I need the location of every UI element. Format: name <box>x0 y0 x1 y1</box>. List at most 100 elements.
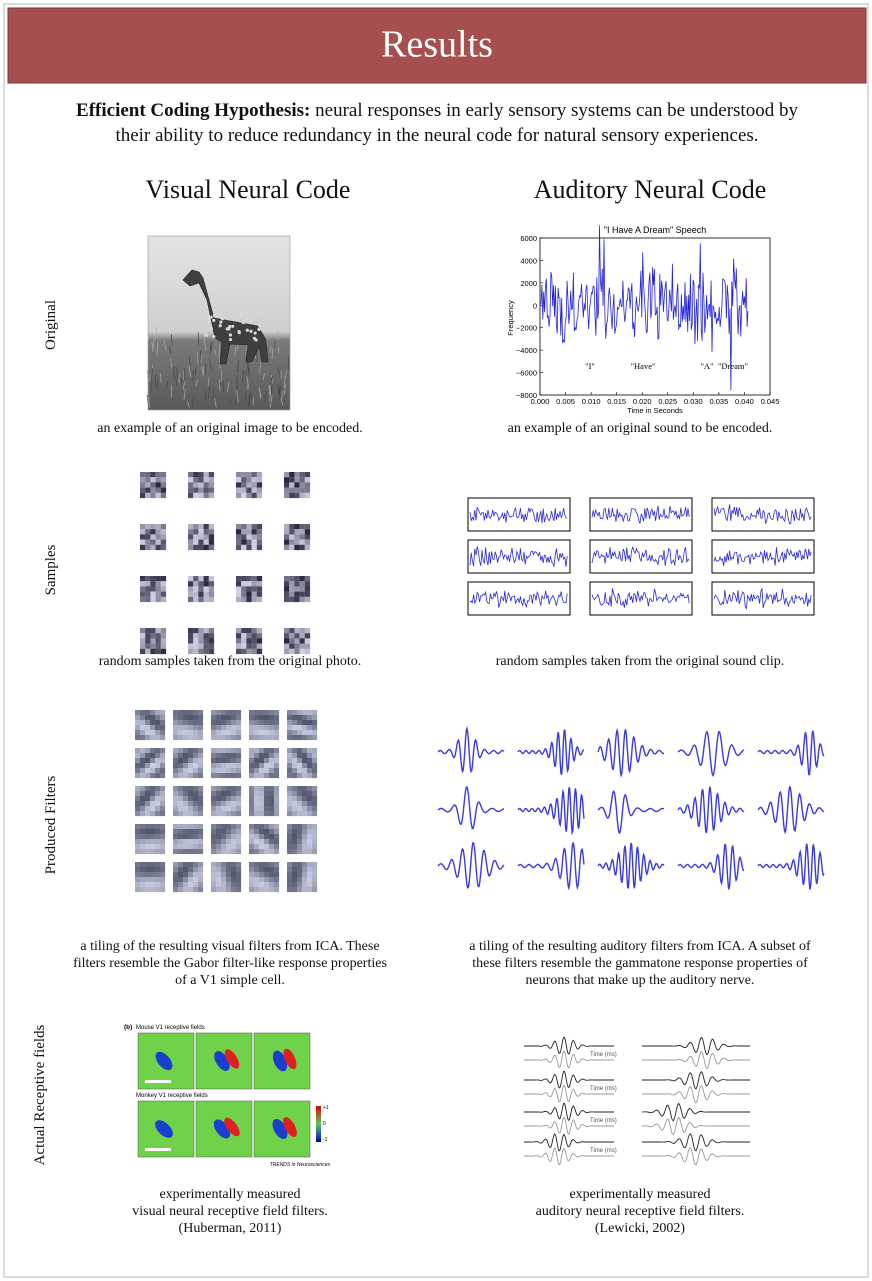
sample-pixel <box>252 488 257 493</box>
giraffe-spot <box>206 317 209 320</box>
sample-pixel <box>198 638 203 643</box>
filter-pixel <box>173 882 178 887</box>
filter-pixel <box>216 862 221 867</box>
filter-pixel <box>216 735 221 740</box>
sample-pixel <box>300 493 305 498</box>
filter-pixel <box>259 725 264 730</box>
filter-pixel <box>292 773 297 778</box>
filter-pixel <box>188 849 193 854</box>
filter-pixel <box>160 867 165 872</box>
filter-pixel <box>155 791 160 796</box>
sample-pixel <box>289 493 294 498</box>
sample-pixel <box>300 534 305 539</box>
sample-pixel <box>294 586 299 591</box>
filter-pixel <box>173 844 178 849</box>
sample-pixel <box>246 545 251 550</box>
filter-pixel <box>297 715 302 720</box>
giraffe-spot <box>213 314 216 317</box>
filter-pixel <box>297 867 302 872</box>
filter-pixel <box>211 849 216 854</box>
filter-pixel <box>173 872 178 877</box>
sample-pixel <box>246 628 251 633</box>
filter-pixel <box>211 887 216 892</box>
filter-pixel <box>193 872 198 877</box>
caption: experimentally measured <box>159 1187 300 1202</box>
sample-pixel <box>236 586 241 591</box>
filter-pixel <box>160 872 165 877</box>
filter-pixel <box>292 748 297 753</box>
sample-pixel <box>161 581 166 586</box>
sample-pixel <box>284 649 289 654</box>
sample-pixel <box>252 628 257 633</box>
filter-pixel <box>183 730 188 735</box>
filter-pixel <box>269 811 274 816</box>
filter-pixel <box>269 796 274 801</box>
sample-pixel <box>294 477 299 482</box>
filter-pixel <box>307 834 312 839</box>
filter-pixel <box>259 758 264 763</box>
filter-pixel <box>307 720 312 725</box>
filter-pixel <box>274 849 279 854</box>
sample-pixel <box>198 633 203 638</box>
sample-pixel <box>150 493 155 498</box>
filter-pixel <box>249 748 254 753</box>
sample-pixel <box>257 633 262 638</box>
filter-pixel <box>312 844 317 849</box>
sample-pixel <box>188 472 193 477</box>
filter-pixel <box>145 839 150 844</box>
axis-label: Time (ms) <box>590 1148 617 1154</box>
sample-pixel <box>145 529 150 534</box>
filter-pixel <box>236 834 241 839</box>
filter-pixel <box>135 796 140 801</box>
filter-pixel <box>259 735 264 740</box>
filter-pixel <box>236 877 241 882</box>
filter-pixel <box>312 806 317 811</box>
filter-pixel <box>259 849 264 854</box>
filter-pixel <box>274 748 279 753</box>
filter-pixel <box>150 862 155 867</box>
filter-pixel <box>198 882 203 887</box>
x-tick-label: 0.000 <box>531 397 550 406</box>
filter-pixel <box>178 758 183 763</box>
filter-pixel <box>297 748 302 753</box>
filter-pixel <box>160 768 165 773</box>
sample-pixel <box>305 493 310 498</box>
sample-pixel <box>150 545 155 550</box>
filter-pixel <box>135 862 140 867</box>
filter-pixel <box>231 791 236 796</box>
filter-pixel <box>183 887 188 892</box>
filter-pixel <box>155 844 160 849</box>
sample-pixel <box>284 597 289 602</box>
filter-pixel <box>297 844 302 849</box>
filter-pixel <box>297 758 302 763</box>
filter-pixel <box>160 834 165 839</box>
row-label: Actual Receptive fields <box>32 1024 48 1165</box>
caption: an example of an original image to be en… <box>97 421 363 436</box>
filter-pixel <box>216 849 221 854</box>
filter-pixel <box>160 730 165 735</box>
filter-pixel <box>297 839 302 844</box>
filter-pixel <box>198 862 203 867</box>
colorbar-label: +1 <box>323 1105 329 1111</box>
filter-pixel <box>140 730 145 735</box>
sample-pixel <box>300 529 305 534</box>
sample-pixel <box>198 534 203 539</box>
filter-pixel <box>249 758 254 763</box>
sample-pixel <box>150 597 155 602</box>
filter-pixel <box>145 829 150 834</box>
sample-pixel <box>294 482 299 487</box>
filter-pixel <box>155 796 160 801</box>
sample-pixel <box>241 488 246 493</box>
filter-pixel <box>297 763 302 768</box>
filter-pixel <box>198 801 203 806</box>
sample-pixel <box>241 586 246 591</box>
sample-pixel <box>241 545 246 550</box>
sample-pixel <box>161 576 166 581</box>
filter-pixel <box>221 748 226 753</box>
sample-pixel <box>150 529 155 534</box>
filter-pixel <box>155 710 160 715</box>
filter-pixel <box>193 735 198 740</box>
filter-pixel <box>297 710 302 715</box>
caption: (Lewicki, 2002) <box>595 1221 686 1236</box>
sample-pixel <box>246 638 251 643</box>
